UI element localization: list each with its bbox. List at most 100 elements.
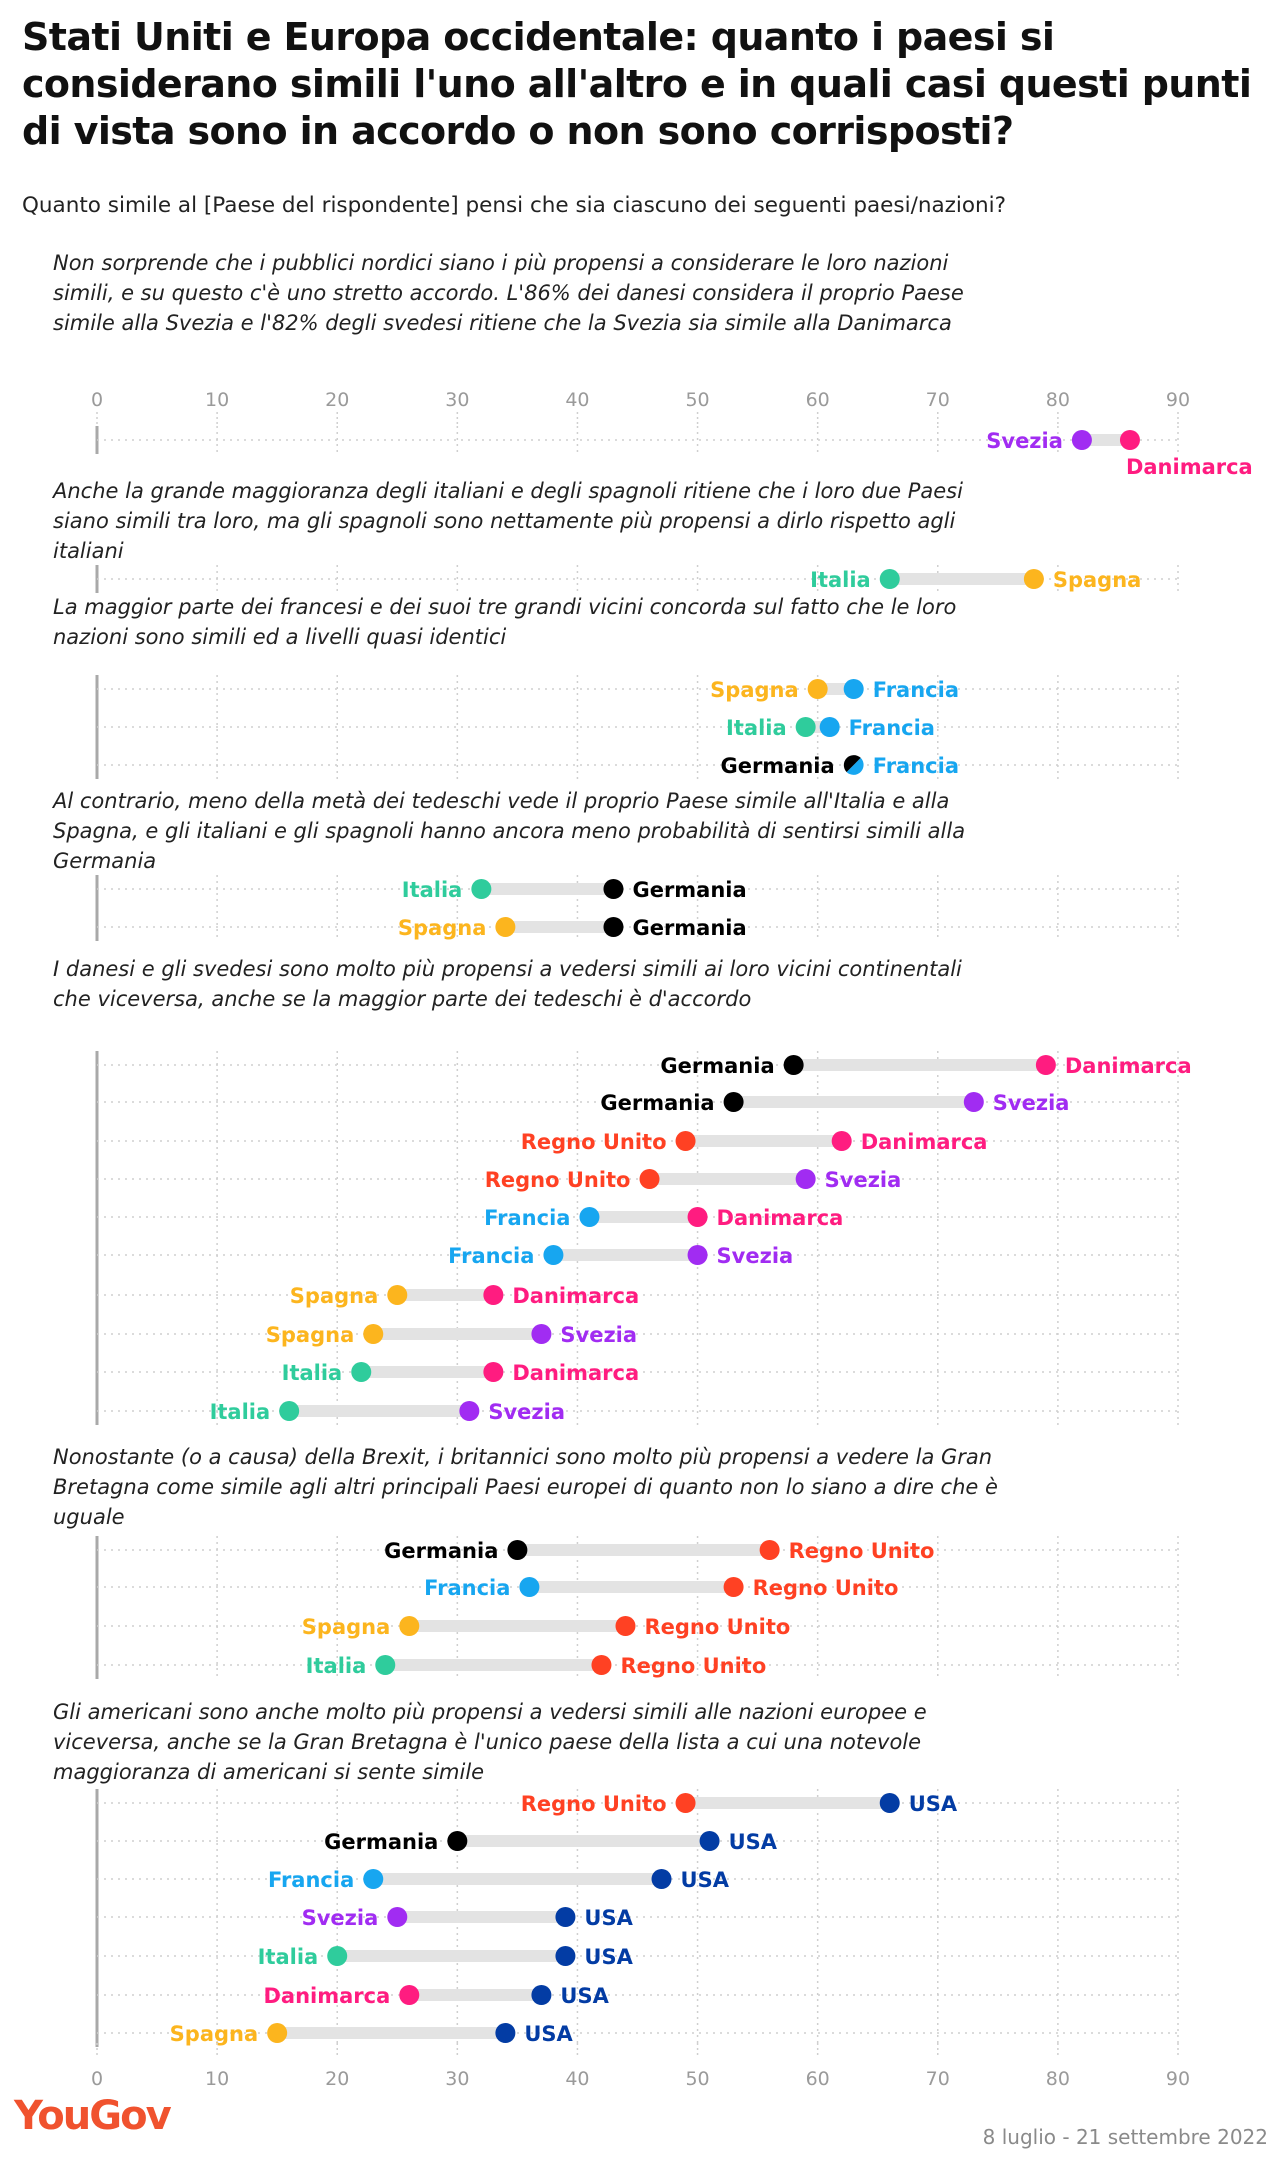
bottom-axis-tick-label: 40 [565,2068,589,2090]
dot-left [399,1985,420,2005]
dot-label-left: Danimarca [264,1984,391,2008]
fieldwork-date: 8 luglio - 21 settembre 2022 [982,2125,1268,2149]
dot-label-left: Francia [268,1868,354,1892]
panel-annotation: Anche la grande maggioranza degli italia… [51,479,963,503]
dot-right [687,1207,708,1227]
dot-right [846,757,864,775]
dot-left [807,679,828,699]
panel-annotation: italiani [53,539,124,563]
dot-right [723,1577,744,1597]
dot-label-right: Svezia [825,1168,902,1192]
dot-label-right: Svezia [993,1091,1070,1115]
bottom-axis-tick-label: 20 [325,2068,349,2090]
dot-right [555,1946,576,1966]
dot-label-left: Spagna [302,1615,390,1639]
dot-left [375,1655,396,1675]
top-axis-tick-label: 70 [926,389,950,411]
dot-label-right: Danimarca [1126,455,1253,479]
dot-label-left: Regno Unito [521,1792,667,1816]
dot-label-right: Spagna [1053,568,1141,592]
dot-label-left: Francia [484,1206,570,1230]
dot-label-right: USA [729,1830,778,1854]
dot-right [1119,430,1140,450]
top-axis-tick-label: 80 [1046,389,1070,411]
bottom-axis-tick-label: 60 [806,2068,830,2090]
dot-right [483,1285,504,1305]
dot-label-left: Svezia [302,1906,379,1930]
dot-label-left: Spagna [710,678,798,702]
dot-right [759,1540,780,1560]
dot-label-left: Spagna [266,1323,354,1347]
bottom-axis-tick-label: 50 [685,2068,709,2090]
dot-right [555,1907,576,1927]
dot-label-left: Italia [810,568,871,592]
dot-right [819,717,840,737]
dot-label-left: Francia [448,1244,534,1268]
dot-right [651,1869,672,1889]
dot-left [723,1092,744,1112]
dot-right [459,1401,480,1421]
chart-subtitle: Quanto simile al [Paese del rispondente]… [22,193,1007,218]
dot-label-right: Regno Unito [753,1576,899,1600]
dot-left [795,717,816,737]
top-axis-tick-label: 40 [565,389,589,411]
dot-right [795,1169,816,1189]
panel-annotation: Nonostante (o a causa) della Brexit, i b… [53,1445,992,1469]
dot-label-right: USA [560,1984,609,2008]
dot-label-left: Germania [660,1054,774,1078]
chart-title: Stati Uniti e Europa occidentale: quanto… [22,15,1252,153]
dot-label-right: Danimarca [1065,1054,1192,1078]
dot-label-left: Italia [210,1400,271,1424]
dot-right [843,679,864,699]
dot-left [267,2023,288,2043]
dot-right [879,1793,900,1813]
bottom-axis-tick-label: 30 [445,2068,469,2090]
dot-left [495,917,516,937]
panel-annotation: La maggior parte dei francesi e dei suoi… [53,595,956,619]
bottom-axis-tick-label: 0 [91,2068,103,2090]
dot-label-left: Italia [402,878,463,902]
panel-annotation: Bretagna come simile agli altri principa… [53,1475,998,1499]
panel-annotation: Gli americani sono anche molto più prope… [53,1700,927,1724]
panel-annotation: uguale [53,1505,125,1529]
dot-left [519,1577,540,1597]
dot-label-right: Germania [632,916,746,940]
dot-label-left: Spagna [398,916,486,940]
panel-annotation: I danesi e gli svedesi sono molto più pr… [53,957,962,981]
top-axis-tick-label: 20 [325,389,349,411]
dot-right [1035,1055,1056,1075]
dot-left [399,1616,420,1636]
top-axis-tick-label: 30 [445,389,469,411]
dot-label-right: Danimarca [512,1361,639,1385]
dot-label-left: Germania [600,1091,714,1115]
dot-left [387,1285,408,1305]
panel-annotation: maggioranza di americani si sente simile [53,1760,484,1784]
dot-right [615,1616,636,1636]
panel-annotation: Germania [53,849,156,873]
dot-label-left: Spagna [170,2022,258,2046]
dot-label-right: USA [584,1906,633,1930]
dot-right [603,917,624,937]
dot-label-right: Regno Unito [789,1539,935,1563]
dot-left [1071,430,1092,450]
bottom-axis-tick-label: 10 [205,2068,229,2090]
dot-label-left: Italia [258,1945,319,1969]
dot-label-left: Italia [282,1361,343,1385]
dot-left [675,1793,696,1813]
bottom-axis-tick-label: 80 [1046,2068,1070,2090]
dot-label-right: Svezia [717,1244,794,1268]
dot-label-left: Germania [324,1830,438,1854]
dot-left [543,1245,564,1265]
dot-label-right: Danimarca [512,1284,639,1308]
dot-left [639,1169,660,1189]
dot-label-right: Germania [632,878,746,902]
panel-annotation: simile alla Svezia e l'82% degli svedesi… [53,311,952,335]
dot-left [447,1831,468,1851]
dot-label-right: Svezia [560,1323,637,1347]
bottom-axis-tick-label: 90 [1166,2068,1190,2090]
dot-right [963,1092,984,1112]
dot-label-left: Germania [720,754,834,778]
dot-left [507,1540,528,1560]
dot-label-right: Svezia [488,1400,565,1424]
